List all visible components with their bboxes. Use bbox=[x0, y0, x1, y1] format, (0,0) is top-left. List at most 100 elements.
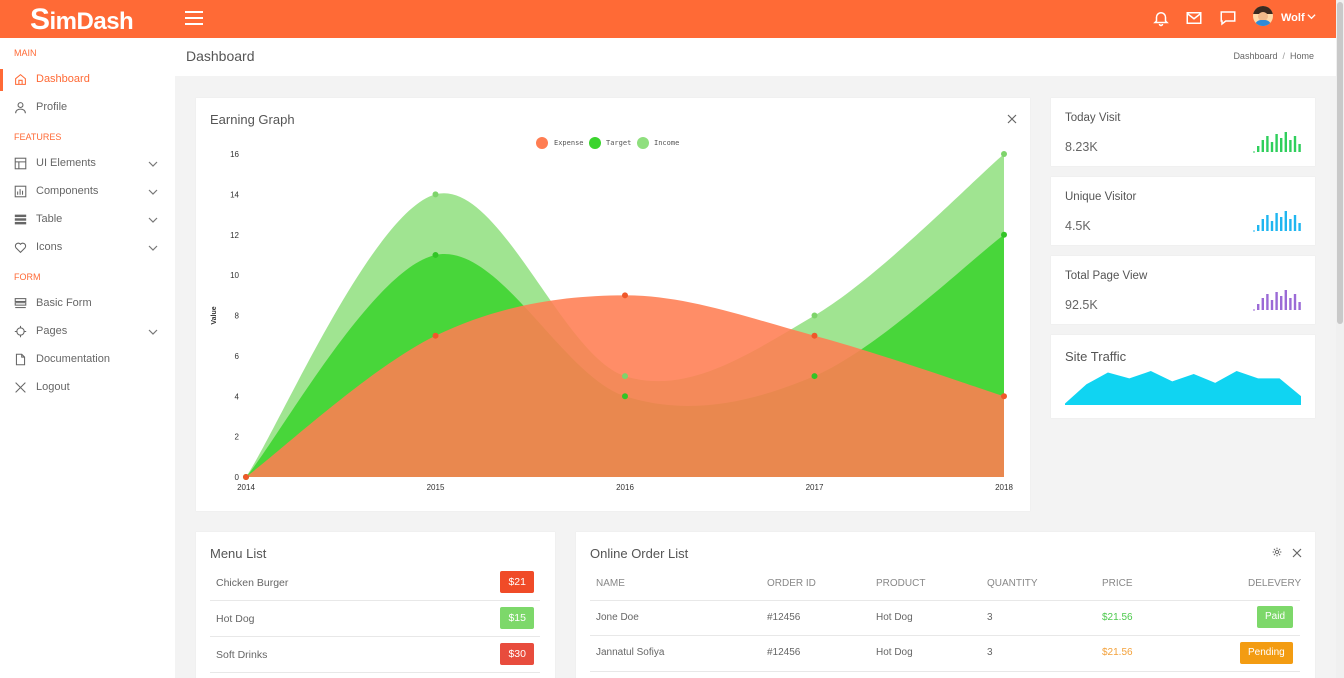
sparkline-total-page-view bbox=[1253, 290, 1301, 311]
spark-bar bbox=[1261, 219, 1264, 231]
card-title: Online Order List bbox=[590, 546, 689, 561]
data-point-expense[interactable] bbox=[243, 474, 249, 480]
sparkline-unique-visitor bbox=[1253, 211, 1301, 232]
status-badge[interactable]: Paid bbox=[1257, 606, 1294, 628]
column-header-order-id: ORDER ID bbox=[767, 578, 816, 589]
spark-bar bbox=[1284, 132, 1287, 152]
list-item: Chicken Burger $21 bbox=[210, 565, 540, 601]
sidebar-item-label: Components bbox=[36, 185, 99, 197]
data-point-income[interactable] bbox=[432, 191, 439, 198]
breadcrumb: Dashboard / Home bbox=[1233, 51, 1314, 61]
chevron-down-icon[interactable] bbox=[1307, 12, 1316, 21]
sidebar-item-documentation[interactable]: Documentation bbox=[0, 349, 175, 371]
spark-bar bbox=[1284, 290, 1287, 310]
y-tick-label: 0 bbox=[235, 473, 240, 482]
data-point-expense[interactable] bbox=[811, 332, 818, 339]
sidebar-item-label: Documentation bbox=[36, 353, 110, 365]
data-point-income[interactable] bbox=[622, 373, 628, 380]
spark-bar bbox=[1298, 144, 1301, 152]
page-scrollbar[interactable] bbox=[1336, 0, 1344, 678]
data-point-income[interactable] bbox=[811, 312, 818, 319]
chevron-down-icon bbox=[148, 329, 158, 335]
menu-toggle-icon[interactable] bbox=[185, 11, 203, 27]
price-badge[interactable]: $15 bbox=[500, 607, 534, 629]
sidebar-section-main: MAIN bbox=[14, 48, 37, 58]
spark-bar bbox=[1298, 223, 1301, 231]
y-tick-label: 12 bbox=[230, 231, 239, 240]
sidebar-item-pages[interactable]: Pages bbox=[0, 321, 175, 343]
stat-value: 92.5K bbox=[1065, 298, 1098, 312]
spark-bar bbox=[1266, 215, 1269, 231]
sidebar-item-profile[interactable]: Profile bbox=[0, 97, 175, 119]
spark-bar bbox=[1298, 302, 1301, 310]
user-avatar[interactable] bbox=[1253, 6, 1273, 26]
sidebar-item-ui-elements[interactable]: UI Elements bbox=[0, 153, 175, 175]
cell-quantity: 3 bbox=[987, 612, 993, 623]
sidebar-item-label: Dashboard bbox=[36, 73, 90, 85]
sidebar-item-icons[interactable]: Icons bbox=[0, 237, 175, 259]
sidebar-item-components[interactable]: Components bbox=[0, 181, 175, 203]
gear-icon[interactable] bbox=[1272, 547, 1282, 557]
user-name[interactable]: Wolf bbox=[1281, 12, 1305, 24]
y-tick-label: 2 bbox=[235, 433, 240, 442]
sidebar-item-basic-form[interactable]: Basic Form bbox=[0, 293, 175, 315]
spark-bar bbox=[1270, 300, 1274, 310]
sidebar-item-logout[interactable]: Logout bbox=[0, 377, 175, 399]
data-point-target[interactable] bbox=[1001, 231, 1007, 238]
data-point-target[interactable] bbox=[432, 251, 439, 258]
chevron-down-icon bbox=[148, 245, 158, 251]
y-tick-label: 16 bbox=[230, 150, 239, 159]
sidebar-item-dashboard[interactable]: Dashboard bbox=[0, 69, 175, 91]
cell-quantity: 3 bbox=[987, 647, 993, 658]
column-header-price: PRICE bbox=[1102, 578, 1133, 589]
list-item: Hot Dog $15 bbox=[210, 601, 540, 637]
data-point-expense[interactable] bbox=[1001, 393, 1007, 400]
spark-bar bbox=[1289, 140, 1292, 152]
status-badge[interactable]: Pending bbox=[1240, 642, 1293, 664]
cell-order-id: #12456 bbox=[767, 612, 801, 623]
menu-item-name: Soft Drinks bbox=[216, 649, 268, 661]
spark-bar bbox=[1293, 294, 1297, 310]
stat-card-unique-visitor: Unique Visitor 4.5K bbox=[1051, 177, 1315, 245]
breadcrumb-dashboard[interactable]: Dashboard bbox=[1233, 51, 1278, 61]
data-point-income[interactable] bbox=[1001, 151, 1007, 157]
breadcrumb-separator: / bbox=[1282, 51, 1285, 61]
legend-label-expense: Expense bbox=[554, 139, 584, 147]
sidebar-item-label: Logout bbox=[36, 381, 70, 393]
y-tick-label: 14 bbox=[230, 190, 239, 199]
bell-icon[interactable] bbox=[1152, 9, 1170, 27]
mail-icon[interactable] bbox=[1185, 9, 1203, 27]
legend-marker-income bbox=[637, 137, 649, 149]
home-icon bbox=[14, 73, 27, 86]
y-tick-label: 8 bbox=[235, 312, 240, 321]
spark-bar bbox=[1275, 134, 1278, 152]
chat-icon[interactable] bbox=[1219, 9, 1237, 27]
x-tick-label: 2018 bbox=[995, 483, 1013, 492]
cell-price: $21.56 bbox=[1102, 647, 1133, 658]
heart-icon bbox=[14, 241, 27, 254]
column-header-quantity: QUANTITY bbox=[987, 578, 1038, 589]
stat-card-today-visit: Today Visit 8.23K bbox=[1051, 98, 1315, 166]
app-logo[interactable]: SimDash bbox=[30, 3, 134, 36]
sidebar-item-label: Table bbox=[36, 213, 63, 225]
close-icon[interactable] bbox=[1007, 114, 1017, 124]
price-badge[interactable]: $21 bbox=[500, 571, 534, 593]
spark-bar bbox=[1261, 298, 1264, 310]
spark-bar bbox=[1270, 221, 1274, 231]
price-badge[interactable]: $30 bbox=[500, 643, 534, 665]
stat-title: Total Page View bbox=[1065, 270, 1148, 282]
data-point-expense[interactable] bbox=[622, 292, 628, 299]
breadcrumb-home[interactable]: Home bbox=[1289, 51, 1314, 61]
row-divider bbox=[590, 671, 1300, 672]
sidebar-item-table[interactable]: Table bbox=[0, 209, 175, 231]
column-header-name: NAME bbox=[596, 578, 625, 589]
earning-chart: 0 2 4 6 8 10 12 14 16 2014 2015 2016 2017 2018 Value bbox=[211, 150, 1013, 492]
sparkline-today-visit bbox=[1253, 132, 1301, 153]
close-icon[interactable] bbox=[1292, 548, 1302, 558]
data-point-expense[interactable] bbox=[432, 332, 439, 339]
list-item: Soft Drinks $30 bbox=[210, 637, 540, 673]
data-point-target[interactable] bbox=[622, 393, 628, 400]
data-point-target[interactable] bbox=[811, 373, 818, 380]
legend-marker-expense bbox=[536, 137, 548, 149]
scrollbar-thumb[interactable] bbox=[1337, 2, 1343, 324]
